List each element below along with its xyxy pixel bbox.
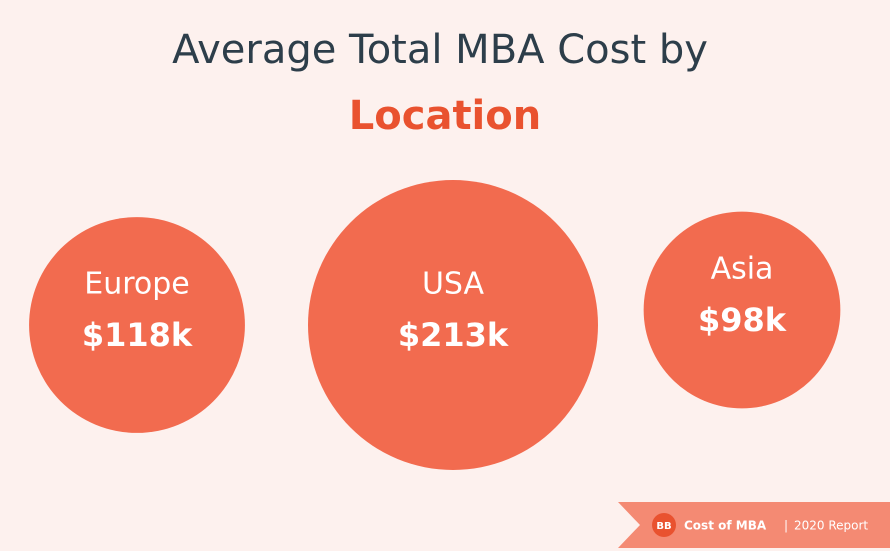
bubble bbox=[29, 217, 245, 433]
bubble-value-label: $98k bbox=[698, 301, 787, 339]
footer-brand: Cost of MBA bbox=[684, 519, 767, 533]
bubble bbox=[308, 180, 598, 470]
footer: BB Cost of MBA | 2020 Report bbox=[618, 502, 890, 548]
bubble-category: Asia bbox=[711, 252, 774, 287]
footer-report: 2020 Report bbox=[794, 519, 868, 533]
bubble-category: USA bbox=[422, 267, 485, 302]
footer-ribbon bbox=[618, 502, 890, 548]
bubble bbox=[643, 211, 841, 409]
bubble-value-label: $213k bbox=[398, 316, 509, 354]
chart-title-highlight: Location bbox=[349, 93, 541, 139]
chart-title: Average Total MBA Cost by bbox=[172, 27, 708, 73]
footer-logo: BB bbox=[656, 521, 671, 532]
bubble-category: Europe bbox=[84, 267, 190, 302]
bubble-value-label: $118k bbox=[82, 316, 193, 354]
bubbles: Europe $118k USA $213k Asia $98k bbox=[29, 180, 841, 470]
footer-separator: | bbox=[784, 519, 788, 533]
footer-logo-circle bbox=[652, 513, 676, 537]
